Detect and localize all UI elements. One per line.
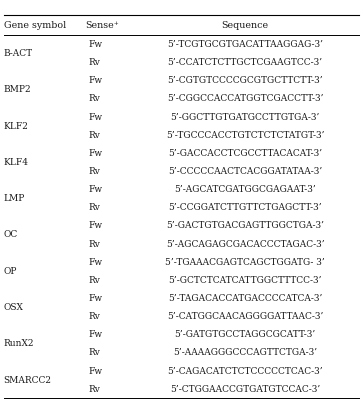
- Text: SMARCC2: SMARCC2: [4, 376, 52, 384]
- Text: Fw: Fw: [89, 221, 103, 231]
- Text: 5’-TGCCCACCTGTCTCTCTATGT-3’: 5’-TGCCCACCTGTCTCTCTATGT-3’: [166, 131, 324, 140]
- Text: Rv: Rv: [89, 131, 101, 140]
- Text: Fw: Fw: [89, 294, 103, 303]
- Text: OSX: OSX: [4, 303, 24, 312]
- Text: KLF4: KLF4: [4, 158, 29, 167]
- Text: Fw: Fw: [89, 258, 103, 267]
- Text: Fw: Fw: [89, 76, 103, 85]
- Text: 5’-AGCAGAGCGACACCCTAGAC-3’: 5’-AGCAGAGCGACACCCTAGAC-3’: [166, 239, 324, 249]
- Text: LMP: LMP: [4, 194, 25, 203]
- Text: Fw: Fw: [89, 113, 103, 122]
- Text: Fw: Fw: [89, 149, 103, 158]
- Text: 5’-TCGTGCGTGACATTAAGGAG-3’: 5’-TCGTGCGTGACATTAAGGAG-3’: [167, 40, 323, 49]
- Text: 5’-GACTGTGACGAGTTGGCTGA-3’: 5’-GACTGTGACGAGTTGGCTGA-3’: [166, 221, 324, 231]
- Text: KLF2: KLF2: [4, 122, 29, 131]
- Text: OC: OC: [4, 231, 18, 239]
- Text: 5’-CAGACATCTCTCCCCCTCAC-3’: 5’-CAGACATCTCTCCCCCTCAC-3’: [167, 367, 323, 376]
- Text: Rv: Rv: [89, 94, 101, 103]
- Text: Gene symbol: Gene symbol: [4, 20, 66, 30]
- Text: Rv: Rv: [89, 384, 101, 394]
- Text: Fw: Fw: [89, 330, 103, 339]
- Text: OP: OP: [4, 267, 17, 276]
- Text: Sense⁺: Sense⁺: [85, 20, 119, 30]
- Text: 5’-GCTCTCATCATTGGCTTTCC-3’: 5’-GCTCTCATCATTGGCTTTCC-3’: [168, 276, 322, 285]
- Text: Fw: Fw: [89, 40, 103, 49]
- Text: 5’-TGAAACGAGTCAGCTGGATG- 3’: 5’-TGAAACGAGTCAGCTGGATG- 3’: [165, 258, 325, 267]
- Text: 5’-CTGGAACCGTGATGTCCAC-3’: 5’-CTGGAACCGTGATGTCCAC-3’: [170, 384, 320, 394]
- Text: 5’-CGTGTCCCCGCGTGCTTCTT-3’: 5’-CGTGTCCCCGCGTGCTTCTT-3’: [167, 76, 323, 85]
- Text: 5’-AGCATCGATGGCGAGAAT-3’: 5’-AGCATCGATGGCGAGAAT-3’: [174, 185, 316, 194]
- Text: B-ACT: B-ACT: [4, 49, 33, 58]
- Text: 5’-CGGCCACCATGGTCGACCTT-3’: 5’-CGGCCACCATGGTCGACCTT-3’: [167, 94, 323, 103]
- Text: 5’-CATGGCAACAGGGGATTAAC-3’: 5’-CATGGCAACAGGGGATTAAC-3’: [167, 312, 323, 321]
- Text: Rv: Rv: [89, 312, 101, 321]
- Text: 5’-AAAAGGGCCCAGTTCTGA-3’: 5’-AAAAGGGCCCAGTTCTGA-3’: [173, 348, 317, 357]
- Text: Rv: Rv: [89, 167, 101, 176]
- Text: 5’-CCCCCAACTCACGGATATAA-3’: 5’-CCCCCAACTCACGGATATAA-3’: [168, 167, 322, 176]
- Text: 5’-GGCTTGTGATGCCTTGTGA-3’: 5’-GGCTTGTGATGCCTTGTGA-3’: [170, 113, 320, 122]
- Text: Fw: Fw: [89, 185, 103, 194]
- Text: 5’-CCGGATCTTGTTCTGAGCTT-3’: 5’-CCGGATCTTGTTCTGAGCTT-3’: [168, 203, 322, 212]
- Text: 5’-CCATCTCTTGCTCGAAGTCC-3’: 5’-CCATCTCTTGCTCGAAGTCC-3’: [167, 58, 323, 67]
- Text: 5’-TAGACACCATGACCCCATCA-3’: 5’-TAGACACCATGACCCCATCA-3’: [168, 294, 322, 303]
- Text: Sequence: Sequence: [221, 20, 269, 30]
- Text: BMP2: BMP2: [4, 85, 31, 94]
- Text: Rv: Rv: [89, 203, 101, 212]
- Text: 5’-GACCACCTCGCCTTACACAT-3’: 5’-GACCACCTCGCCTTACACAT-3’: [168, 149, 322, 158]
- Text: Rv: Rv: [89, 348, 101, 357]
- Text: Fw: Fw: [89, 367, 103, 376]
- Text: Rv: Rv: [89, 58, 101, 67]
- Text: RunX2: RunX2: [4, 339, 34, 348]
- Text: Rv: Rv: [89, 239, 101, 249]
- Text: Rv: Rv: [89, 276, 101, 285]
- Text: 5’-GATGTGCCTAGGCGCATT-3’: 5’-GATGTGCCTAGGCGCATT-3’: [174, 330, 316, 339]
